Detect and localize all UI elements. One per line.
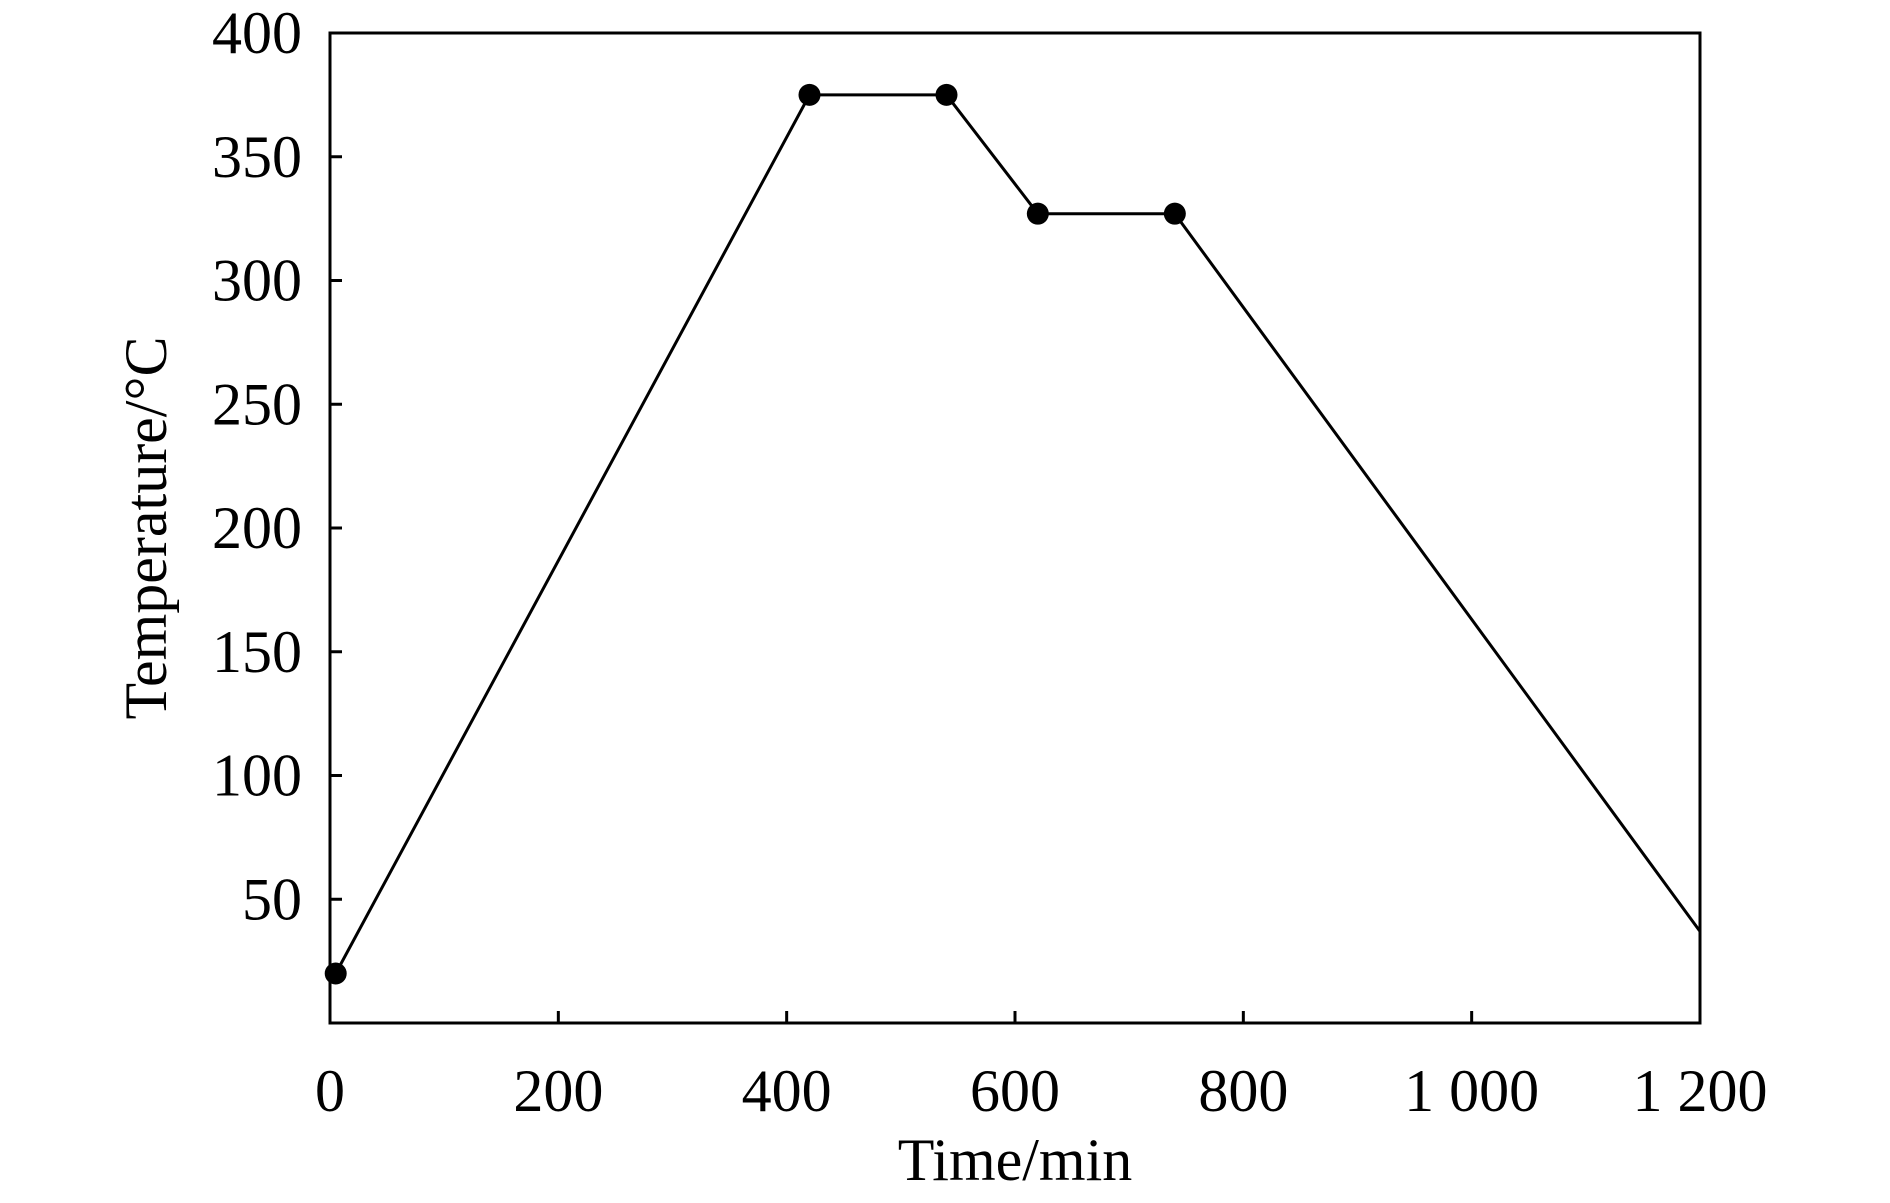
x-tick-label: 1 000 bbox=[1404, 1058, 1539, 1124]
data-point-marker bbox=[798, 83, 821, 106]
x-tick-label: 800 bbox=[1198, 1058, 1288, 1124]
x-axis-title: Time/min bbox=[898, 1127, 1133, 1193]
y-tick-label: 300 bbox=[212, 248, 302, 314]
plot-frame bbox=[328, 31, 1702, 1025]
y-tick-label: 250 bbox=[212, 371, 302, 437]
y-tick-label: 50 bbox=[242, 866, 302, 932]
data-point-marker bbox=[1026, 202, 1049, 225]
y-tick-label: 350 bbox=[212, 124, 302, 190]
x-tick-label: 600 bbox=[970, 1058, 1060, 1124]
data-point-marker bbox=[324, 962, 347, 985]
x-tick-label: 200 bbox=[513, 1058, 603, 1124]
data-point-marker bbox=[935, 83, 958, 106]
y-tick-label: 150 bbox=[212, 619, 302, 685]
y-tick-label: 100 bbox=[212, 743, 302, 809]
series-line bbox=[334, 93, 1702, 975]
y-tick-label: 200 bbox=[212, 495, 302, 561]
y-tick-label: 400 bbox=[212, 0, 302, 66]
y-axis-ticks: 50 100 150 200 250 300 350 400 bbox=[212, 0, 342, 932]
data-point-marker bbox=[1163, 202, 1186, 225]
x-axis-ticks: 0 200 400 600 800 1 000 1 200 bbox=[315, 1011, 1768, 1124]
x-tick-label: 1 200 bbox=[1633, 1058, 1768, 1124]
series-layer bbox=[324, 83, 1702, 985]
x-tick-label: 0 bbox=[315, 1058, 345, 1124]
y-axis-title: Temperature/°C bbox=[113, 337, 179, 720]
x-tick-label: 400 bbox=[742, 1058, 832, 1124]
